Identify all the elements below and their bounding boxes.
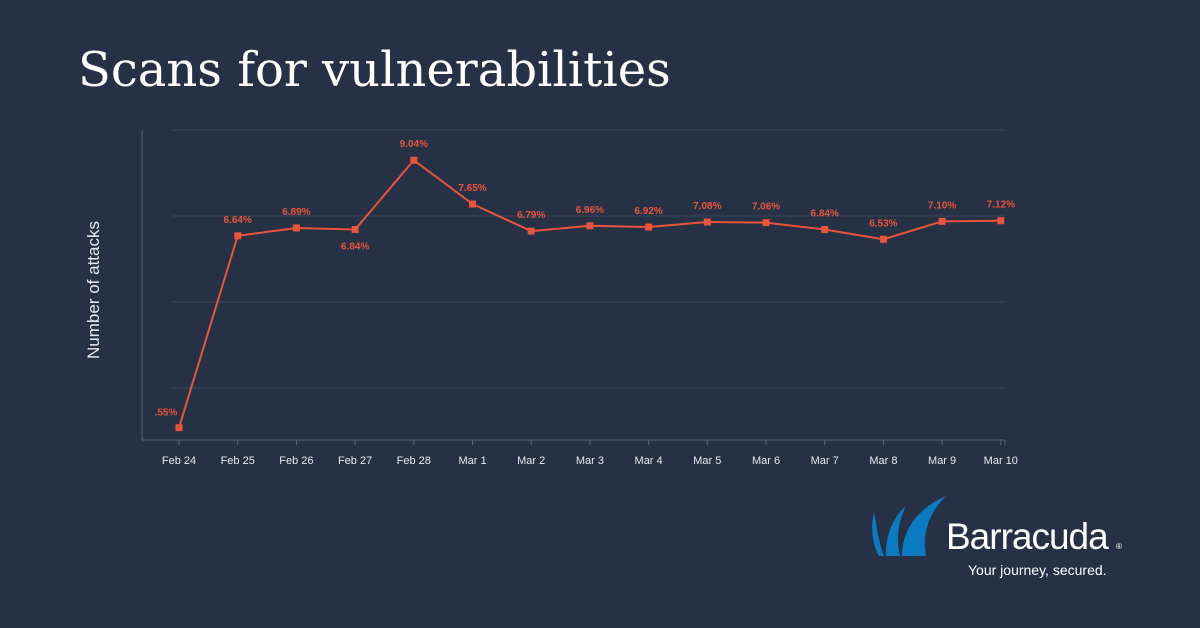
data-point [586,222,594,230]
x-tick-label: Mar 1 [458,455,486,467]
data-point [292,224,300,232]
x-tick-label: Feb 25 [221,455,255,467]
data-label: 7.08% [693,201,721,212]
x-tick-label: Mar 4 [635,455,663,467]
data-label: 7.06% [752,202,780,213]
data-label: 6.79% [517,210,545,221]
data-label: .55% [155,408,178,419]
x-tick-label: Feb 26 [279,455,313,467]
data-label: 7.12% [987,200,1015,211]
data-label: 6.89% [282,207,310,218]
data-point [821,226,829,234]
data-point [527,227,535,235]
data-point [762,219,770,227]
x-tick-label: Mar 10 [984,455,1018,467]
x-tick-label: Feb 27 [338,455,372,467]
x-tick-label: Mar 2 [517,455,545,467]
data-label: 7.10% [928,200,956,211]
data-label: 6.53% [869,218,897,229]
x-tick-label: Mar 5 [693,455,721,467]
data-point [351,226,359,234]
data-point [879,235,887,243]
data-label: 6.84% [341,242,369,253]
data-point [703,218,711,226]
x-tick-label: Mar 6 [752,455,780,467]
x-tick-label: Mar 3 [576,455,604,467]
x-tick-label: Mar 9 [928,455,956,467]
data-label: 6.96% [576,205,604,216]
data-point [410,156,418,164]
data-label: 9.04% [400,139,428,150]
data-label: 6.84% [811,209,839,220]
brand-name: Barracuda [946,516,1109,557]
x-tick-label: Mar 8 [869,455,897,467]
data-point [938,217,946,225]
data-point [234,232,242,240]
data-label: 6.64% [224,215,252,226]
x-tick-label: Feb 24 [162,455,196,467]
chart-title: Scans for vulnerabilities [78,42,671,98]
data-point [175,424,183,432]
x-tick-label: Mar 7 [811,455,839,467]
barracuda-logo: Barracuda ® Your journey, secured. [870,494,1130,584]
shark-fin-icon [872,496,946,556]
data-point [997,217,1005,225]
data-point [645,223,653,231]
x-tick-label: Feb 28 [397,455,431,467]
brand-tagline: Your journey, secured. [968,562,1107,578]
data-label: 6.92% [634,206,662,217]
data-point [469,200,476,208]
data-label: 7.65% [458,183,486,194]
registered-mark: ® [1116,542,1122,551]
